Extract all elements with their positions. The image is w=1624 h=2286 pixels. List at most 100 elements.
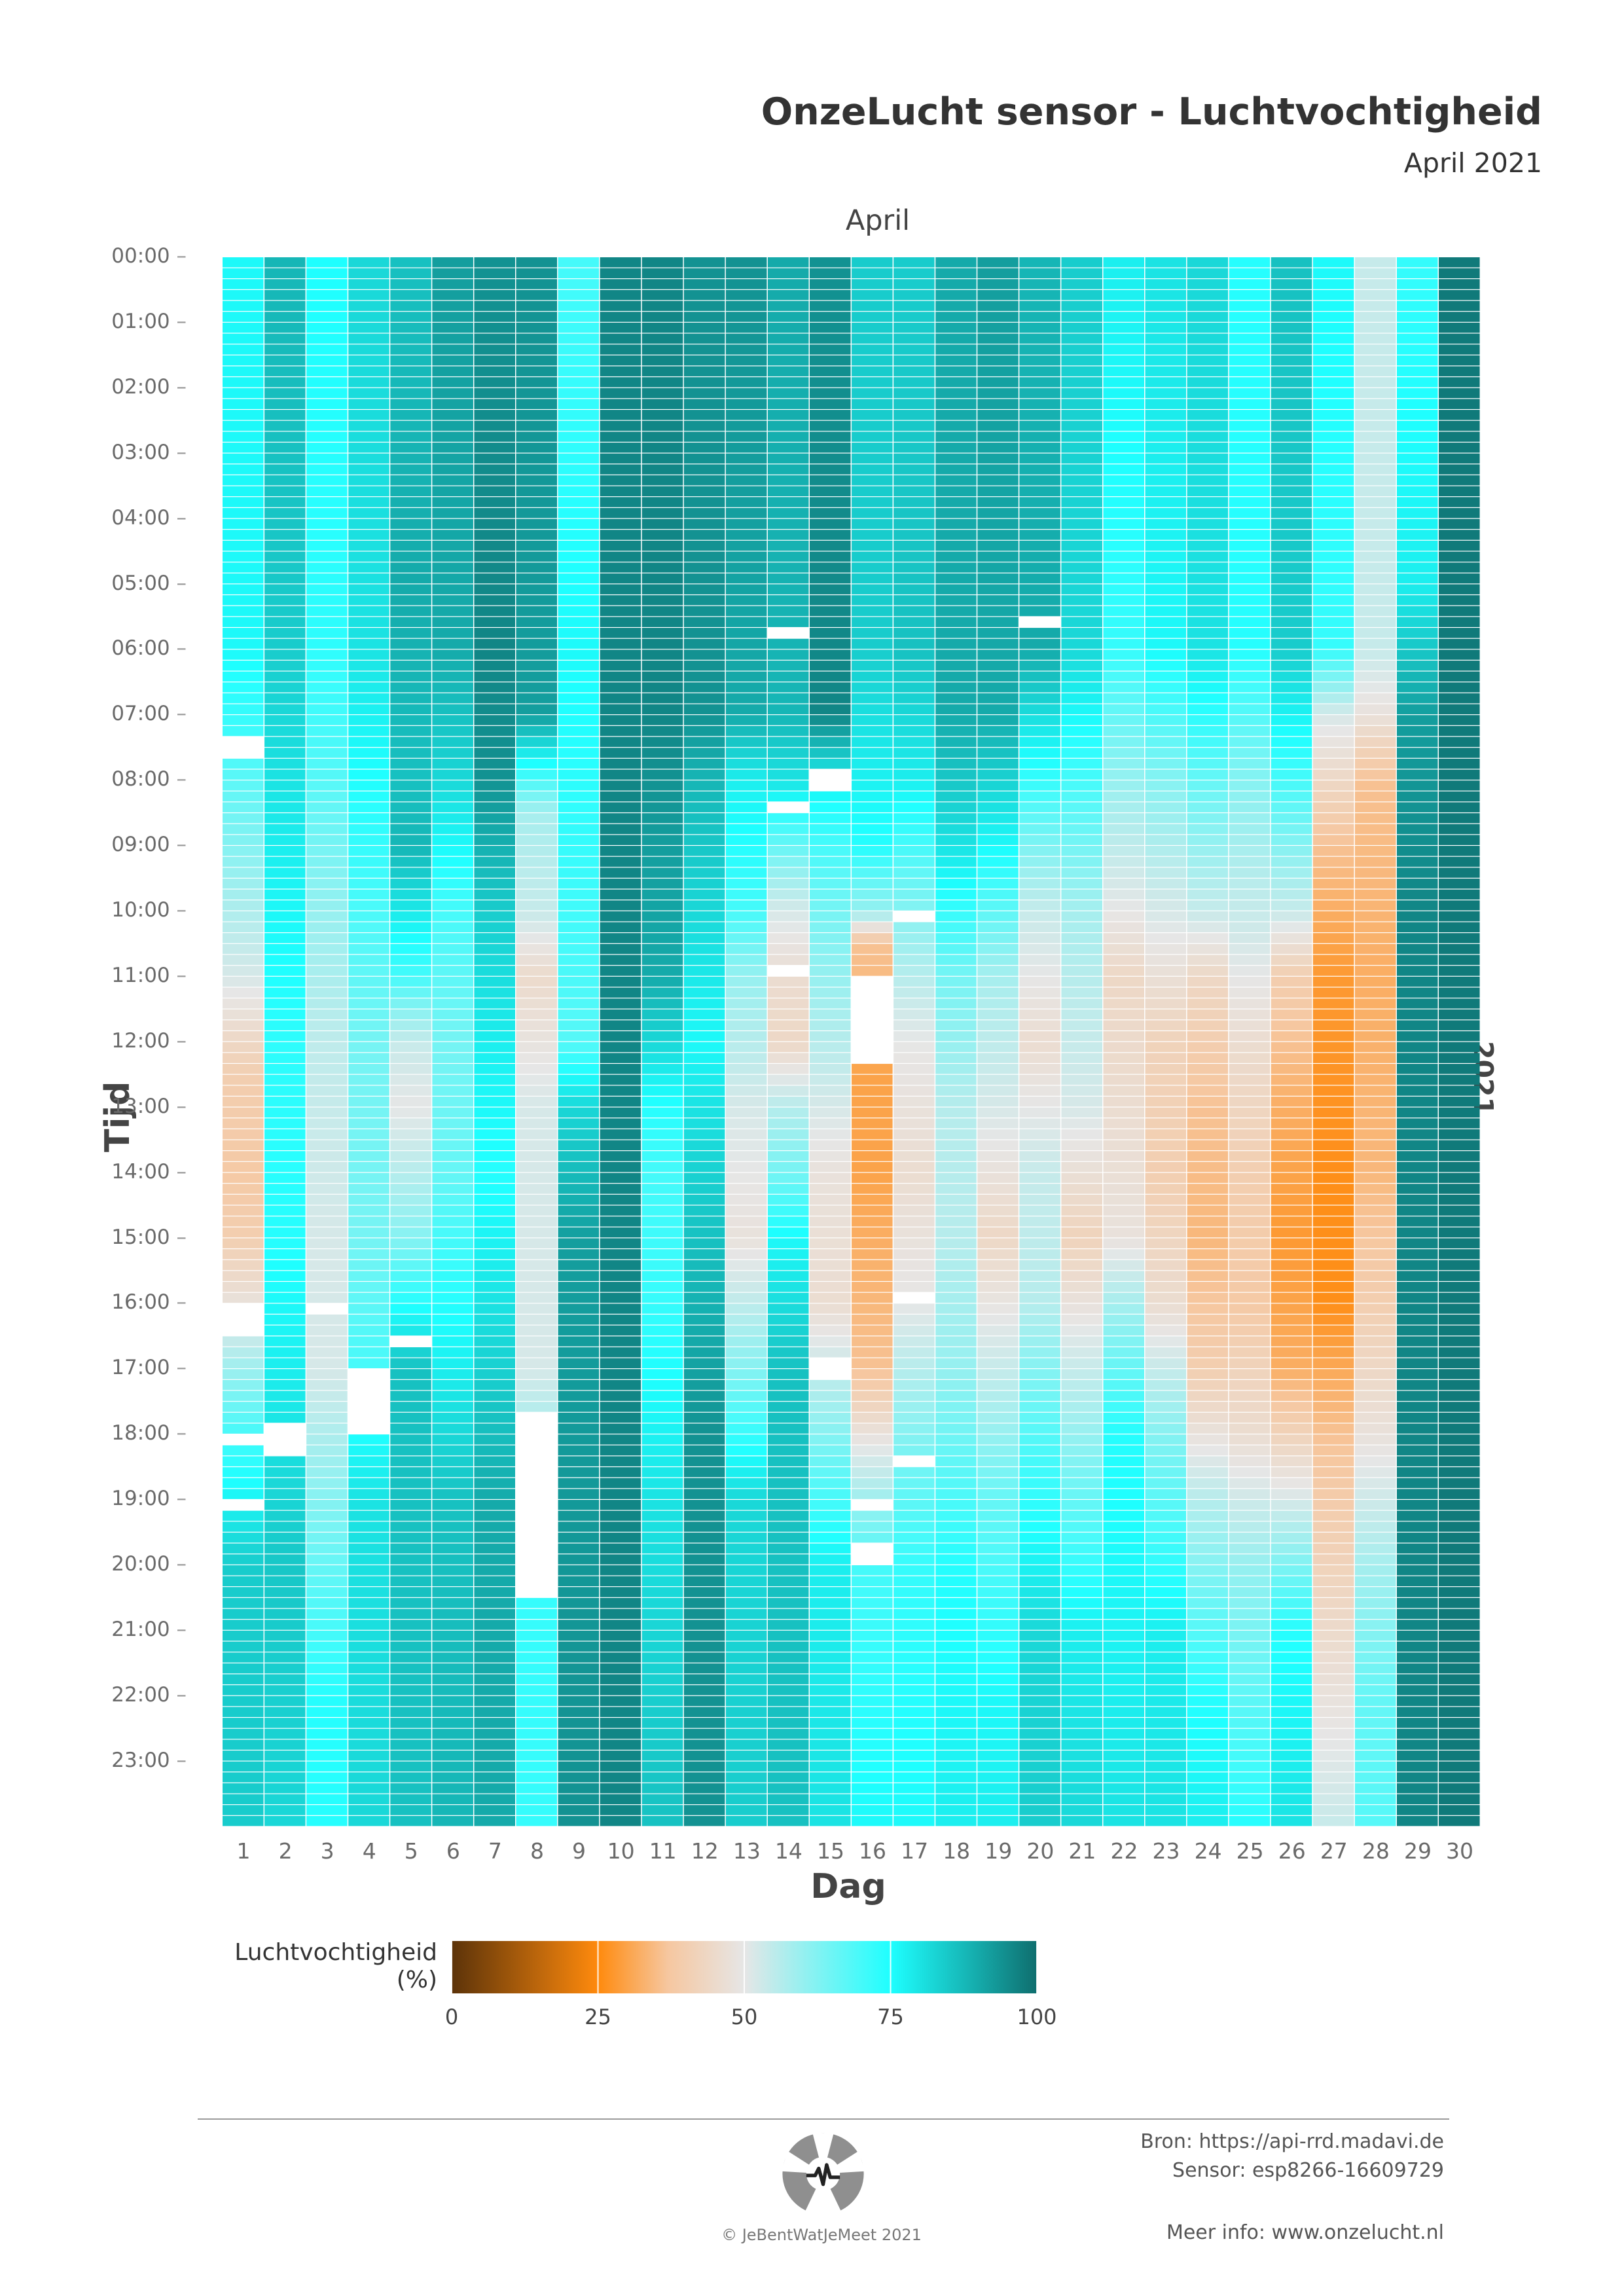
- jebentwatjemeet-logo-icon: [781, 2133, 865, 2215]
- heatmap-cell: [1271, 1576, 1312, 1587]
- heatmap-cell: [1229, 1260, 1271, 1271]
- heatmap-cell: [1354, 1336, 1396, 1347]
- heatmap-cell: [558, 606, 600, 617]
- heatmap-cell: [893, 1478, 935, 1489]
- heatmap-cell: [1354, 443, 1396, 453]
- heatmap-cell: [558, 1521, 600, 1532]
- heatmap-cell: [1439, 1216, 1480, 1227]
- heatmap-cell: [348, 638, 389, 649]
- heatmap-cell: [390, 312, 431, 322]
- heatmap-cell: [306, 1260, 348, 1271]
- heatmap-cell: [516, 1172, 558, 1184]
- heatmap-cell: [1439, 420, 1480, 431]
- heatmap-cell: [1229, 1445, 1271, 1456]
- heatmap-cell: [935, 1282, 977, 1292]
- heatmap-cell: [1312, 540, 1354, 551]
- heatmap-cell: [852, 922, 893, 933]
- heatmap-cell: [1061, 410, 1102, 420]
- heatmap-cell: [600, 1184, 641, 1194]
- heatmap-cell: [935, 933, 977, 943]
- heatmap-cell: [1145, 769, 1187, 780]
- heatmap-cell: [725, 322, 767, 333]
- heatmap-cell: [516, 366, 558, 376]
- heatmap-cell: [767, 1434, 809, 1445]
- heatmap-cell: [1229, 769, 1271, 780]
- heatmap-cell: [1271, 661, 1312, 671]
- heatmap-cell: [1396, 1194, 1438, 1205]
- heatmap-cell: [474, 1369, 515, 1379]
- heatmap-cell: [390, 704, 431, 715]
- heatmap-cell: [474, 1097, 515, 1107]
- heatmap-cell: [306, 279, 348, 289]
- heatmap-cell: [1103, 1445, 1145, 1456]
- heatmap-cell: [1229, 1761, 1271, 1772]
- heatmap-cell: [1271, 1020, 1312, 1030]
- heatmap-cell: [1103, 802, 1145, 812]
- heatmap-cell: [725, 1718, 767, 1728]
- heatmap-cell: [390, 268, 431, 279]
- heatmap-cell: [1061, 322, 1102, 333]
- heatmap-cell: [264, 1020, 306, 1030]
- heatmap-cell: [516, 1020, 558, 1030]
- heatmap-cell: [1145, 1772, 1187, 1783]
- y-tick-label: 06:00: [23, 636, 187, 660]
- heatmap-cell: [223, 464, 264, 475]
- heatmap-cell: [935, 1423, 977, 1434]
- heatmap-cell: [1187, 1064, 1229, 1074]
- heatmap-cell: [1187, 704, 1229, 715]
- heatmap-cell: [600, 1412, 641, 1423]
- heatmap-cell: [432, 289, 473, 300]
- heatmap-cell: [1396, 943, 1438, 954]
- heatmap-cell: [1103, 1652, 1145, 1663]
- heatmap-cell: [1187, 431, 1229, 442]
- heatmap-cell: [1229, 1369, 1271, 1379]
- heatmap-cell: [767, 1543, 809, 1554]
- heatmap-cell: [1061, 1020, 1102, 1030]
- heatmap-cell: [1229, 813, 1271, 824]
- heatmap-cell: [893, 1358, 935, 1369]
- heatmap-cell: [852, 1445, 893, 1456]
- colorbar: [452, 1941, 1037, 1993]
- heatmap-cell: [1187, 1107, 1229, 1118]
- heatmap-cell: [683, 453, 725, 464]
- heatmap-cell: [1271, 475, 1312, 486]
- heatmap-cell: [1103, 1423, 1145, 1434]
- heatmap-cell: [1061, 780, 1102, 791]
- heatmap-cell: [558, 344, 600, 355]
- heatmap-cell: [1354, 377, 1396, 388]
- heatmap-cell: [1354, 879, 1396, 889]
- heatmap-cell: [852, 1423, 893, 1434]
- heatmap-cell: [767, 1467, 809, 1478]
- heatmap-cell: [767, 595, 809, 606]
- heatmap-cell: [264, 867, 306, 878]
- heatmap-cell: [1271, 399, 1312, 409]
- heatmap-cell: [1271, 1728, 1312, 1739]
- heatmap-cell: [516, 1336, 558, 1347]
- heatmap-cell: [1312, 1543, 1354, 1554]
- heatmap-cell: [600, 1042, 641, 1053]
- heatmap-cell: [264, 1129, 306, 1140]
- heatmap-cell: [1019, 1641, 1060, 1652]
- heatmap-cell: [1271, 595, 1312, 606]
- heatmap-cell: [558, 279, 600, 289]
- heatmap-cell: [390, 824, 431, 835]
- heatmap-cell: [1396, 879, 1438, 889]
- heatmap-cell: [223, 1783, 264, 1794]
- heatmap-cell: [516, 289, 558, 300]
- heatmap-cell: [306, 1238, 348, 1248]
- heatmap-cell: [1229, 998, 1271, 1009]
- heatmap-cell: [1145, 725, 1187, 736]
- heatmap-cell: [1271, 1587, 1312, 1597]
- heatmap-cell: [1187, 998, 1229, 1009]
- heatmap-cell: [683, 1315, 725, 1325]
- heatmap-cell: [474, 889, 515, 900]
- heatmap-cell: [1145, 1031, 1187, 1042]
- heatmap-cell: [1145, 443, 1187, 453]
- heatmap-cell: [1103, 856, 1145, 867]
- heatmap-cell: [558, 268, 600, 279]
- heatmap-cell: [935, 617, 977, 627]
- heatmap-cell: [725, 562, 767, 573]
- heatmap-cell: [1103, 976, 1145, 987]
- heatmap-cell: [852, 1184, 893, 1194]
- heatmap-cell: [1354, 824, 1396, 835]
